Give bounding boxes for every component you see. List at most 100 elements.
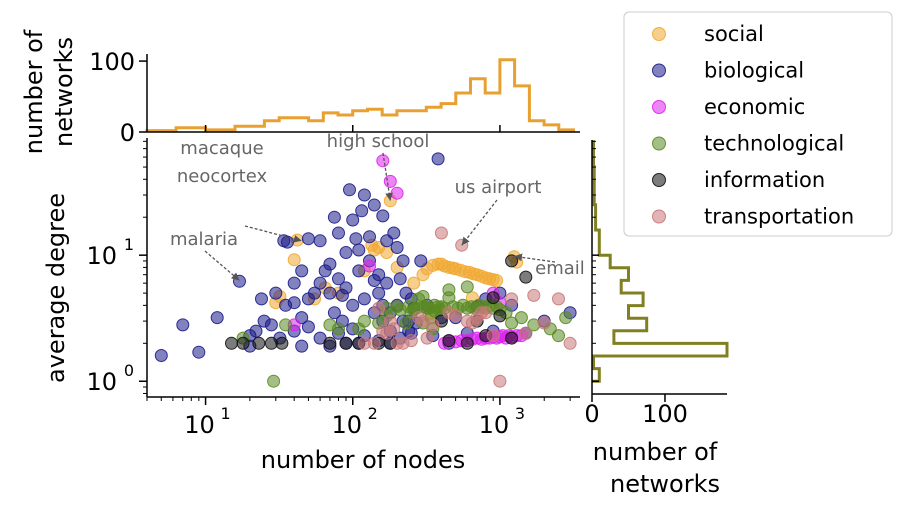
scatter-point-biological xyxy=(327,306,341,320)
scatter-point-biological xyxy=(349,232,363,246)
scatter-point-biological xyxy=(352,264,366,278)
scatter-point-transportation xyxy=(563,336,577,350)
scatter-point-biological xyxy=(396,254,410,268)
scatter-y-tick-exponent: 1 xyxy=(124,235,134,254)
annotation-label: email xyxy=(535,258,585,279)
scatter-point-information xyxy=(493,309,507,323)
scatter-point-technological xyxy=(442,283,456,297)
scatter-point-biological xyxy=(393,272,407,286)
scatter-point-biological xyxy=(346,213,360,227)
annotation-label: us airport xyxy=(455,177,542,198)
scatter-point-biological xyxy=(376,209,390,223)
scatter-point-biological xyxy=(339,246,353,259)
scatter-point-biological xyxy=(192,345,206,359)
top-histogram-bars xyxy=(145,58,575,133)
scatter-point-social xyxy=(407,276,421,290)
legend-marker-information xyxy=(652,173,666,187)
annotation-arrow xyxy=(204,250,240,281)
scatter-point-transportation xyxy=(404,334,418,348)
scatter-point-transportation xyxy=(420,331,434,345)
annotation-label: neocortex xyxy=(177,166,268,187)
annotation-label: malaria xyxy=(170,229,238,250)
annotation-label: high school xyxy=(327,131,430,152)
scatter-point-technological xyxy=(552,329,565,343)
scatter-x-tick-label: 10 xyxy=(331,411,362,439)
scatter-point-biological xyxy=(380,276,394,290)
scatter-point-biological xyxy=(390,241,404,254)
top-histogram-y-tick-label: 0 xyxy=(120,119,135,147)
scatter-point-biological xyxy=(233,274,246,288)
scatter-point-economic xyxy=(390,186,404,200)
scatter-y-tick-label: 10 xyxy=(86,242,117,270)
scatter-point-biological xyxy=(352,243,366,257)
scatter-point-technological xyxy=(332,322,345,336)
scatter-point-biological xyxy=(346,298,360,312)
legend-marker-transportation xyxy=(652,209,666,224)
scatter-plot: 10 1 10 2 10 3 10 0 10 1 macaque neocortex high sch… xyxy=(42,131,585,474)
scatter-point-transportation xyxy=(527,288,541,302)
scatter-point-economic xyxy=(363,259,376,273)
scatter-point-information xyxy=(323,336,337,350)
legend-marker-economic xyxy=(652,100,666,114)
scatter-point-biological xyxy=(269,286,283,300)
scatter-point-economic xyxy=(376,154,390,168)
scatter-point-biological xyxy=(210,311,224,325)
annotation-arrow xyxy=(461,199,498,246)
scatter-point-technological xyxy=(416,290,430,303)
legend-label-social: social xyxy=(704,22,764,46)
scatter-point-biological xyxy=(154,349,168,362)
annotation-label: macaque xyxy=(180,138,263,159)
right-histogram-bars xyxy=(592,140,729,383)
scatter-point-biological xyxy=(414,254,428,268)
right-histogram-x-tick-label: 100 xyxy=(642,400,688,428)
legend-label-information: information xyxy=(704,168,825,192)
scatter-point-biological xyxy=(323,286,337,300)
scatter-point-biological xyxy=(287,276,301,290)
scatter-point-biological xyxy=(431,152,445,166)
right-histogram-xlabel-line1: number of xyxy=(593,438,718,466)
scatter-point-transportation xyxy=(455,238,469,252)
legend: social biological economic technological inf… xyxy=(623,11,893,237)
scatter-point-biological xyxy=(287,296,301,310)
scatter-point-biological xyxy=(367,198,381,212)
scatter-point-transportation xyxy=(387,322,401,336)
scatter-x-tick-exponent: 2 xyxy=(368,404,378,423)
top-histogram-y-tick-label: 100 xyxy=(89,48,135,76)
scatter-point-biological xyxy=(367,274,381,287)
scatter-point-biological xyxy=(176,318,190,332)
scatter-point-technological xyxy=(514,311,528,325)
scatter-point-technological xyxy=(267,374,281,388)
scatter-point-technological xyxy=(399,316,413,330)
scatter-xlabel: number of nodes xyxy=(261,446,465,474)
scatter-x-tick-exponent: 1 xyxy=(220,404,230,423)
scatter-x-tick-exponent: 3 xyxy=(515,404,525,423)
legend-label-transportation: transportation xyxy=(704,205,854,229)
legend-label-technological: technological xyxy=(704,132,844,156)
right-histogram: 0 100 number of networks xyxy=(584,140,729,498)
scatter-point-transportation xyxy=(434,226,448,240)
scatter-point-biological xyxy=(301,320,315,334)
scatter-point-biological xyxy=(318,264,332,278)
legend-label-economic: economic xyxy=(704,95,805,119)
scatter-point-transportation xyxy=(367,336,381,350)
annotation-arrow xyxy=(514,253,556,263)
scatter-point-transportation xyxy=(505,292,519,306)
scatter-point-information xyxy=(236,336,250,350)
scatter-point-transportation xyxy=(537,316,551,330)
scatter-point-biological xyxy=(339,281,353,295)
scatter-point-biological xyxy=(280,235,294,249)
scatter-point-information xyxy=(519,270,533,284)
scatter-point-biological xyxy=(332,272,345,286)
legend-marker-biological xyxy=(652,63,666,78)
scatter-point-information xyxy=(225,336,238,350)
scatter-point-information xyxy=(505,331,519,345)
scatter-y-tick-label: 10 xyxy=(86,368,117,396)
scatter-point-information xyxy=(442,334,456,348)
scatter-point-transportation xyxy=(519,326,533,340)
scatter-point-biological xyxy=(387,226,401,240)
scatter-point-biological xyxy=(301,232,315,246)
scatter-point-biological xyxy=(363,230,376,244)
scatter-x-tick-label: 10 xyxy=(479,411,510,439)
scatter-point-biological xyxy=(264,318,278,332)
scatter-point-social xyxy=(287,253,301,267)
